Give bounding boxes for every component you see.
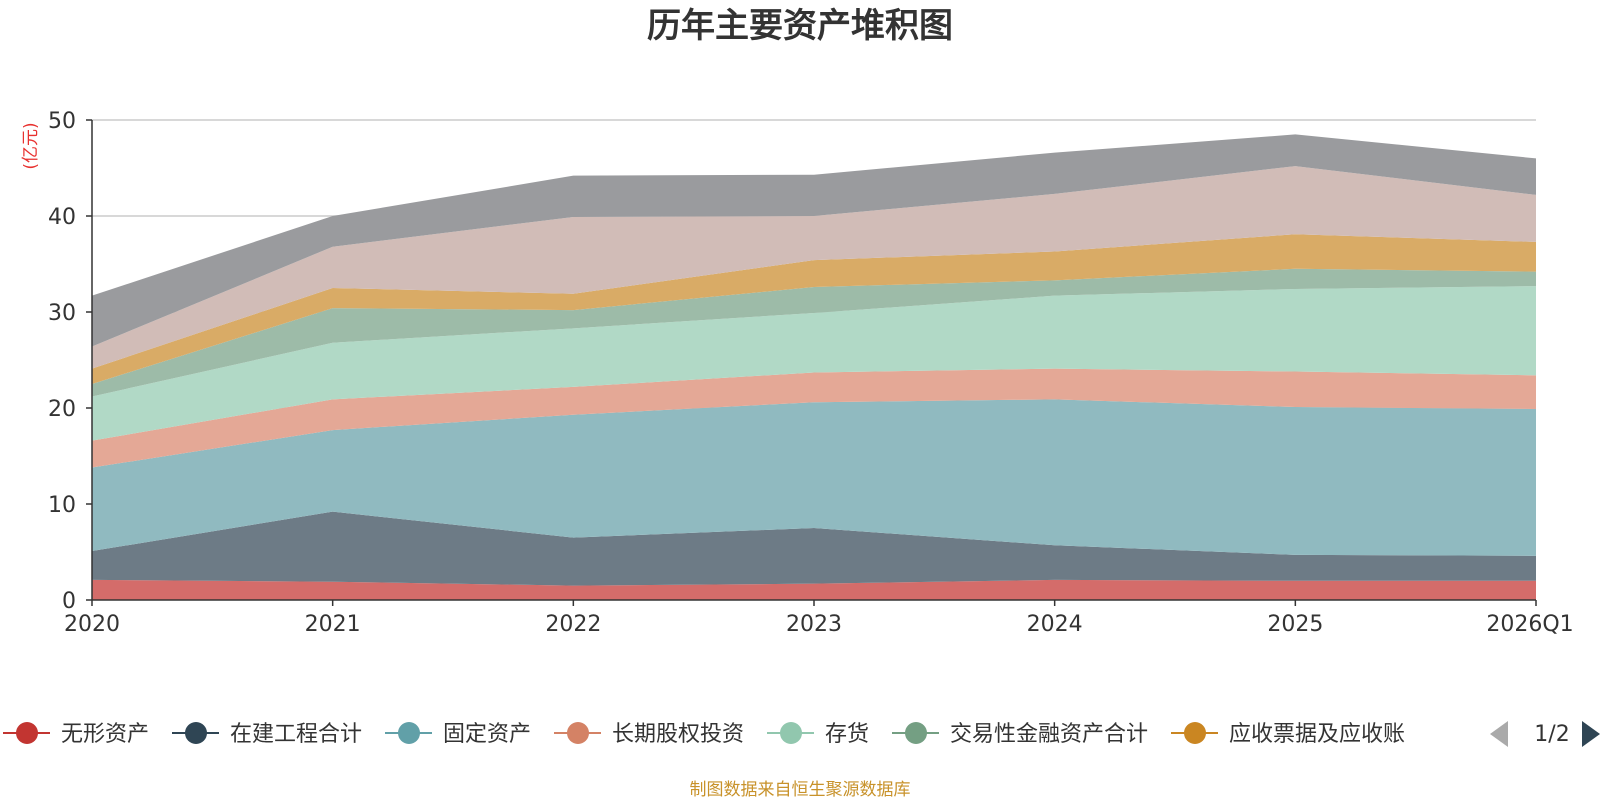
legend-label: 固定资产 bbox=[443, 722, 531, 747]
y-tick-label-10: 10 bbox=[48, 493, 76, 518]
legend-item-3[interactable]: 固定资产 bbox=[385, 722, 531, 747]
x-tick-label-2026Q1: 2026Q1 bbox=[1486, 612, 1573, 637]
legend-item-7[interactable]: 应收票据及应收账 bbox=[1171, 722, 1405, 747]
legend-marker-icon bbox=[1184, 722, 1206, 744]
legend-item-1[interactable]: 无形资产 bbox=[3, 722, 149, 747]
y-axis-unit-label: (亿元) bbox=[21, 122, 41, 169]
area-series-5 bbox=[92, 286, 1536, 441]
y-tick-label-20: 20 bbox=[48, 397, 76, 422]
legend-marker-icon bbox=[780, 722, 802, 744]
legend-marker-icon bbox=[567, 722, 589, 744]
legend-label: 长期股权投资 bbox=[612, 722, 744, 747]
x-tick-label-2021: 2021 bbox=[305, 612, 361, 637]
legend-label: 在建工程合计 bbox=[230, 722, 362, 747]
area-series-3 bbox=[92, 399, 1536, 556]
legend-label: 无形资产 bbox=[61, 722, 149, 747]
legend-marker-icon bbox=[398, 722, 420, 744]
axes: 0 10 20 30 40 50 2020 2021 2022 2023 2024 2025 2026Q… bbox=[48, 109, 1574, 637]
legend-prev-page-icon[interactable] bbox=[1490, 721, 1508, 747]
legend-next-page-icon[interactable] bbox=[1582, 721, 1600, 747]
legend-item-5[interactable]: 存货 bbox=[767, 722, 869, 747]
x-tick-label-2025: 2025 bbox=[1267, 612, 1323, 637]
legend-item-4[interactable]: 长期股权投资 bbox=[554, 722, 744, 747]
legend-marker-icon bbox=[905, 722, 927, 744]
area-series-9 bbox=[92, 134, 1536, 347]
area-series-2 bbox=[92, 511, 1536, 586]
area-series-4 bbox=[92, 368, 1536, 468]
legend-label: 应收票据及应收账 bbox=[1229, 722, 1405, 747]
data-source-note: 制图数据来自恒生聚源数据库 bbox=[690, 780, 911, 800]
area-series-6 bbox=[92, 268, 1536, 397]
y-tick-label-50: 50 bbox=[48, 109, 76, 134]
legend-item-2[interactable]: 在建工程合计 bbox=[172, 722, 362, 747]
legend-label: 交易性金融资产合计 bbox=[950, 722, 1148, 747]
area-series-group bbox=[92, 134, 1536, 600]
legend-item-6[interactable]: 交易性金融资产合计 bbox=[892, 722, 1148, 747]
legend-marker-icon bbox=[16, 722, 38, 744]
legend: 无形资产 在建工程合计 固定资产 长期股权投资 存货 交易性金融资产合计 应收票据及应收账 1… bbox=[3, 721, 1600, 747]
y-tick-label-30: 30 bbox=[48, 301, 76, 326]
legend-pager: 1/2 bbox=[1490, 721, 1600, 747]
x-tick-label-2020: 2020 bbox=[64, 612, 120, 637]
chart-title: 历年主要资产堆积图 bbox=[647, 6, 953, 46]
x-tick-label-2022: 2022 bbox=[545, 612, 601, 637]
area-series-1 bbox=[92, 579, 1536, 600]
area-series-7 bbox=[92, 234, 1536, 384]
legend-label: 存货 bbox=[825, 722, 869, 747]
legend-marker-icon bbox=[185, 722, 207, 744]
legend-page-indicator: 1/2 bbox=[1534, 722, 1569, 747]
y-tick-label-0: 0 bbox=[62, 589, 76, 614]
x-tick-label-2023: 2023 bbox=[786, 612, 842, 637]
x-tick-label-2024: 2024 bbox=[1027, 612, 1083, 637]
area-series-8 bbox=[92, 166, 1536, 369]
y-tick-label-40: 40 bbox=[48, 205, 76, 230]
